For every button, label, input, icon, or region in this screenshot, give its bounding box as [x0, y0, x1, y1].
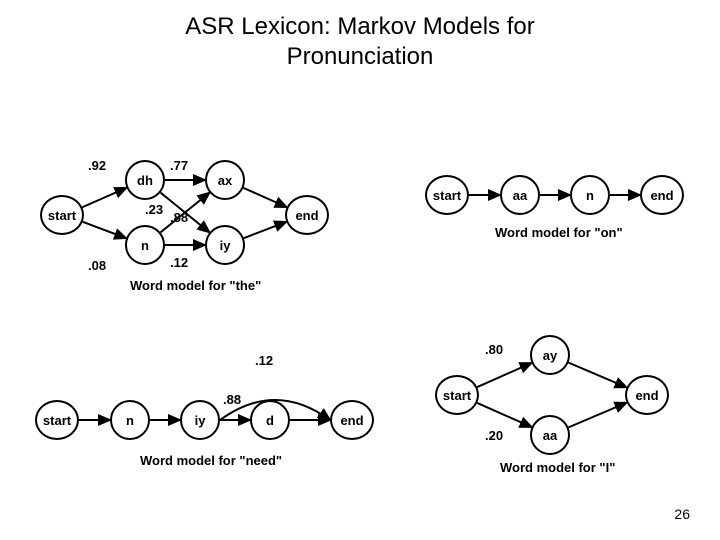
node-I-aa: aa [530, 415, 570, 455]
page-title: ASR Lexicon: Markov Models for Pronuncia… [0, 0, 720, 72]
edge-label-the-n-iy: .12 [170, 255, 188, 270]
node-the-ax: ax [205, 160, 245, 200]
node-on-start: start [425, 175, 469, 215]
node-need-end: end [330, 400, 374, 440]
panel-I: .80 .20 start ay aa end Word model for "I" [430, 320, 700, 485]
node-need-d: d [250, 400, 290, 440]
node-I-start: start [435, 375, 479, 415]
node-I-ay: ay [530, 335, 570, 375]
node-the-n: n [125, 225, 165, 265]
panel-on: startaanend Word model for "on" [420, 150, 700, 260]
node-need-start: start [35, 400, 79, 440]
node-on-end: end [640, 175, 684, 215]
panel-need: .88 .12 startniydend Word model for "need" [30, 345, 390, 485]
edge-the-start-n [83, 222, 127, 238]
caption-need: Word model for "need" [140, 453, 282, 468]
edge-label-the-start-dh: .92 [88, 158, 106, 173]
edge-the-ax-end [243, 188, 286, 207]
caption-on: Word model for "on" [495, 225, 623, 240]
edge-label-need-iy-end: .12 [255, 353, 273, 368]
edge-I-aa-end [568, 403, 626, 428]
edge-label-the-dh-ax: .77 [170, 158, 188, 173]
title-line-2: Pronunciation [287, 43, 434, 70]
diagram-area: .92.08.77.23.88.12startdhnaxiyendWord mo… [0, 90, 720, 490]
node-on-n: n [570, 175, 610, 215]
edge-label-I-start-ay: .80 [485, 342, 503, 357]
node-need-n: n [110, 400, 150, 440]
node-need-iy: iy [180, 400, 220, 440]
node-the-end: end [285, 195, 329, 235]
edge-the-iy-end [244, 222, 287, 238]
panel-the: .92 .08 .77 .23 .88 .12 start dh nax iyend Word mo… [30, 140, 360, 310]
caption-I: Word model for "I" [500, 460, 615, 475]
edge-label-the-n-ax: .88 [170, 210, 188, 225]
title-line-1: ASR Lexicon: Markov Models for [185, 13, 534, 40]
node-I-end: end [625, 375, 669, 415]
edge-I-start-ay [477, 363, 531, 387]
edge-I-start-aa [477, 403, 531, 427]
edge-label-need-iy-d: .88 [223, 392, 241, 407]
node-on-aa: aa [500, 175, 540, 215]
edge-label-I-start-aa: .20 [485, 428, 503, 443]
node-the-iy: iy [205, 225, 245, 265]
edge-label-the-start-n: .08 [88, 258, 106, 273]
node-the-dh: dh [125, 160, 165, 200]
edge-the-start-dh [82, 188, 126, 207]
edge-I-ay-end [568, 363, 626, 388]
page-number: 26 [674, 506, 690, 522]
node-the-start: start [40, 195, 84, 235]
caption-the: Word model for "the" [130, 278, 261, 293]
edge-label-the-dh-iy: .23 [145, 202, 163, 217]
